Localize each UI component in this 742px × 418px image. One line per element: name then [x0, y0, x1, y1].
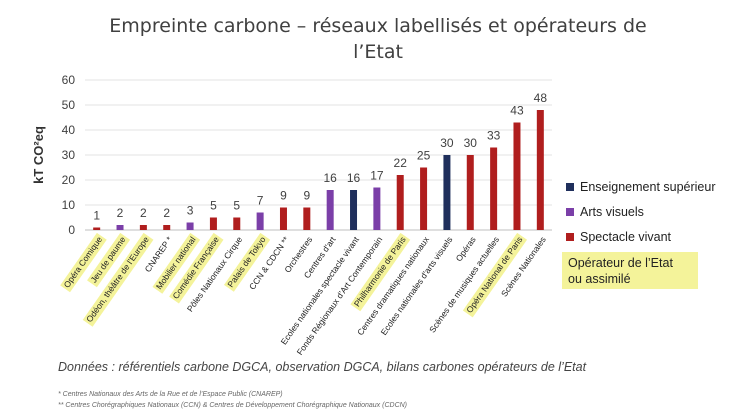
data-label: 1 — [93, 209, 100, 223]
bar — [256, 212, 264, 230]
y-tick-label: 60 — [62, 73, 76, 87]
operator-highlight — [152, 232, 201, 294]
bar — [326, 190, 334, 230]
legend-label: Enseignement supérieur — [580, 180, 716, 194]
data-label: 2 — [163, 206, 170, 220]
chart-title-line1: Empreinte carbone – réseaux labellisés e… — [109, 15, 646, 37]
operator-highlight — [169, 232, 224, 304]
data-label: 16 — [323, 171, 337, 185]
legend-swatch — [566, 208, 574, 216]
data-label: 9 — [280, 189, 287, 203]
data-label: 33 — [487, 129, 501, 143]
bar — [373, 187, 381, 230]
operator-note-line2: ou assimilé — [568, 272, 631, 286]
y-tick-labels: 0 10 20 30 40 50 60 — [62, 73, 76, 237]
data-label: 25 — [417, 149, 431, 163]
category-label: Opéras — [454, 235, 478, 264]
legend-label: Spectacle vivant — [580, 230, 672, 244]
bar — [420, 167, 428, 230]
operator-highlight — [462, 232, 528, 318]
bar — [116, 225, 124, 230]
bar — [490, 147, 498, 230]
operator-highlight — [223, 232, 271, 292]
bar — [396, 175, 404, 230]
bars — [93, 110, 544, 230]
y-tick-label: 0 — [68, 223, 75, 237]
y-tick-label: 50 — [62, 98, 76, 112]
bar — [163, 225, 171, 230]
bar — [350, 190, 358, 230]
y-tick-label: 10 — [62, 198, 76, 212]
legend-swatch — [566, 183, 574, 191]
operator-note-line1: Opérateur de l’Etat — [568, 256, 673, 270]
data-label: 48 — [534, 91, 548, 105]
y-tick-label: 20 — [62, 173, 76, 187]
data-label: 9 — [303, 189, 310, 203]
legend-label: Arts visuels — [580, 205, 644, 219]
operator-highlight — [350, 232, 411, 312]
operator-highlight — [60, 232, 107, 293]
bar — [443, 155, 451, 230]
data-label: 43 — [510, 104, 524, 118]
operator-note-highlight — [562, 252, 698, 289]
data-label: 5 — [210, 199, 217, 213]
footnote-cnarep: * Centres Nationaux des Arts de la Rue e… — [58, 391, 283, 398]
bar — [279, 207, 287, 230]
bar — [466, 155, 474, 230]
bar — [513, 122, 521, 230]
data-label: 22 — [394, 156, 408, 170]
data-label: 3 — [187, 204, 194, 218]
source-note: Données : référentiels carbone DGCA, obs… — [58, 360, 587, 374]
bar — [233, 217, 241, 230]
data-label: 30 — [440, 136, 454, 150]
footnote-ccn: ** Centres Chorégraphiques Nationaux (CC… — [58, 402, 407, 409]
bar — [93, 227, 101, 230]
legend: Enseignement supérieur Arts visuels Specta… — [566, 180, 716, 244]
category-label-group: Opéras — [454, 235, 478, 264]
data-label: 7 — [257, 194, 264, 208]
data-label: 2 — [140, 206, 147, 220]
operator-highlight — [87, 232, 131, 288]
bar — [139, 225, 147, 230]
y-tick-label: 30 — [62, 148, 76, 162]
data-label: 2 — [117, 206, 124, 220]
y-axis-label: kT CO²eq — [31, 126, 46, 184]
legend-swatch — [566, 233, 574, 241]
bar — [303, 207, 311, 230]
chart-title-line2: l’Etat — [353, 41, 403, 63]
data-label: 5 — [233, 199, 240, 213]
data-label: 16 — [347, 171, 361, 185]
data-label: 30 — [464, 136, 478, 150]
bar — [536, 110, 544, 230]
bar — [186, 222, 194, 230]
gridlines — [85, 79, 552, 231]
operator-highlight — [82, 232, 154, 327]
bar — [209, 217, 217, 230]
y-tick-label: 40 — [62, 123, 76, 137]
data-label: 17 — [370, 169, 384, 183]
